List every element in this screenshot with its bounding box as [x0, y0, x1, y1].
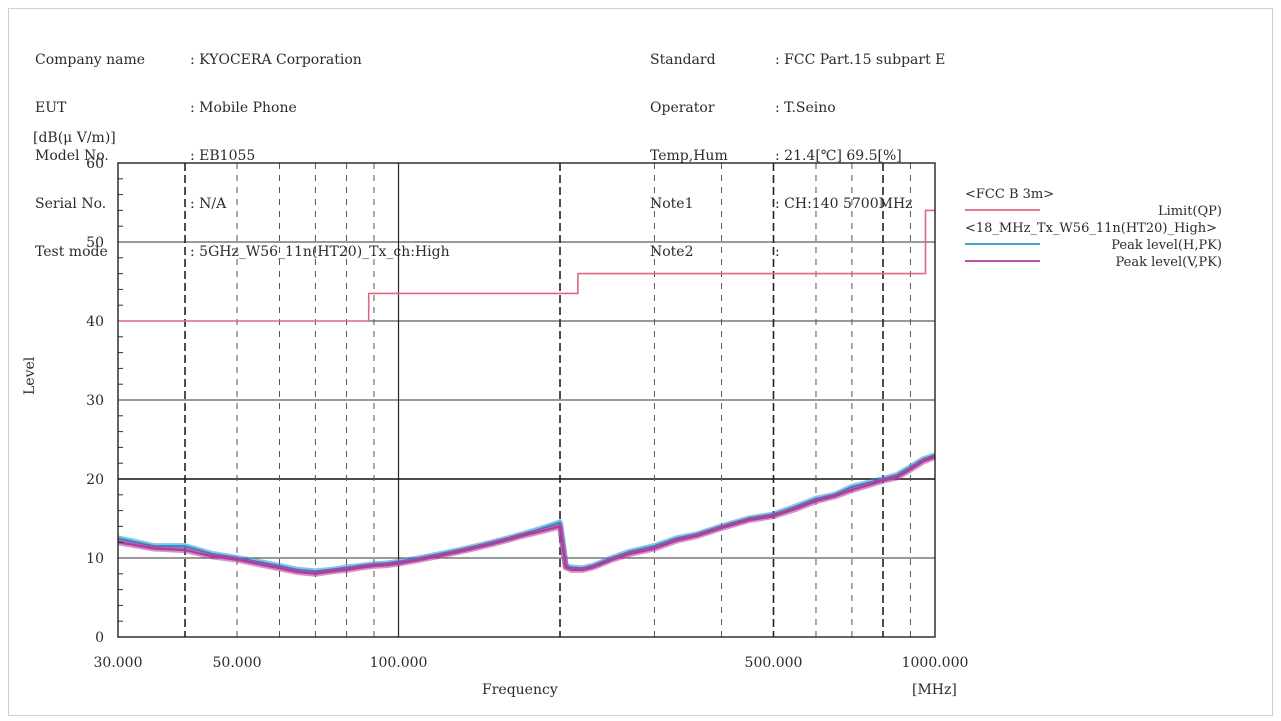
- y-tick-label: 40: [86, 314, 104, 330]
- y-tick-label: 10: [86, 551, 104, 567]
- y-tick-label: 50: [86, 235, 104, 251]
- legend-entry-label: Limit(QP): [1158, 204, 1222, 219]
- y-tick-label: 0: [95, 630, 104, 646]
- series-line-Peak level(H,PK): [118, 455, 935, 571]
- y-tick-label: 20: [86, 472, 104, 488]
- x-tick-label: 100.000: [370, 655, 428, 671]
- x-tick-label: 1000.000: [902, 655, 969, 671]
- x-tick-label: 50.000: [213, 655, 262, 671]
- data-layer: [118, 210, 935, 573]
- legend-layer: <FCC B 3m> Limit(QP) <18_MHz_Tx_W56_11n(HT…: [965, 187, 1222, 270]
- legend-group-title: <18_MHz_Tx_W56_11n(HT20)_High>: [965, 221, 1217, 236]
- legend-entry-label: Peak level(H,PK): [1111, 238, 1222, 253]
- grid-layer: [118, 163, 935, 637]
- x-tick-label: 500.000: [745, 655, 803, 671]
- series-line-Limit(QP): [118, 210, 935, 321]
- y-tick-label: 30: [86, 393, 104, 409]
- axis-layer: 0 10 20 30 40 50 60 30.000 50.000 100.000 500.000 1…: [86, 156, 968, 671]
- y-tick-label: 60: [86, 156, 104, 172]
- series-band-Peak level(H,PK): [118, 455, 935, 571]
- x-tick-label: 30.000: [94, 655, 143, 671]
- legend-group-title: <FCC B 3m>: [965, 187, 1054, 202]
- legend-entry-label: Peak level(V,PK): [1115, 255, 1222, 270]
